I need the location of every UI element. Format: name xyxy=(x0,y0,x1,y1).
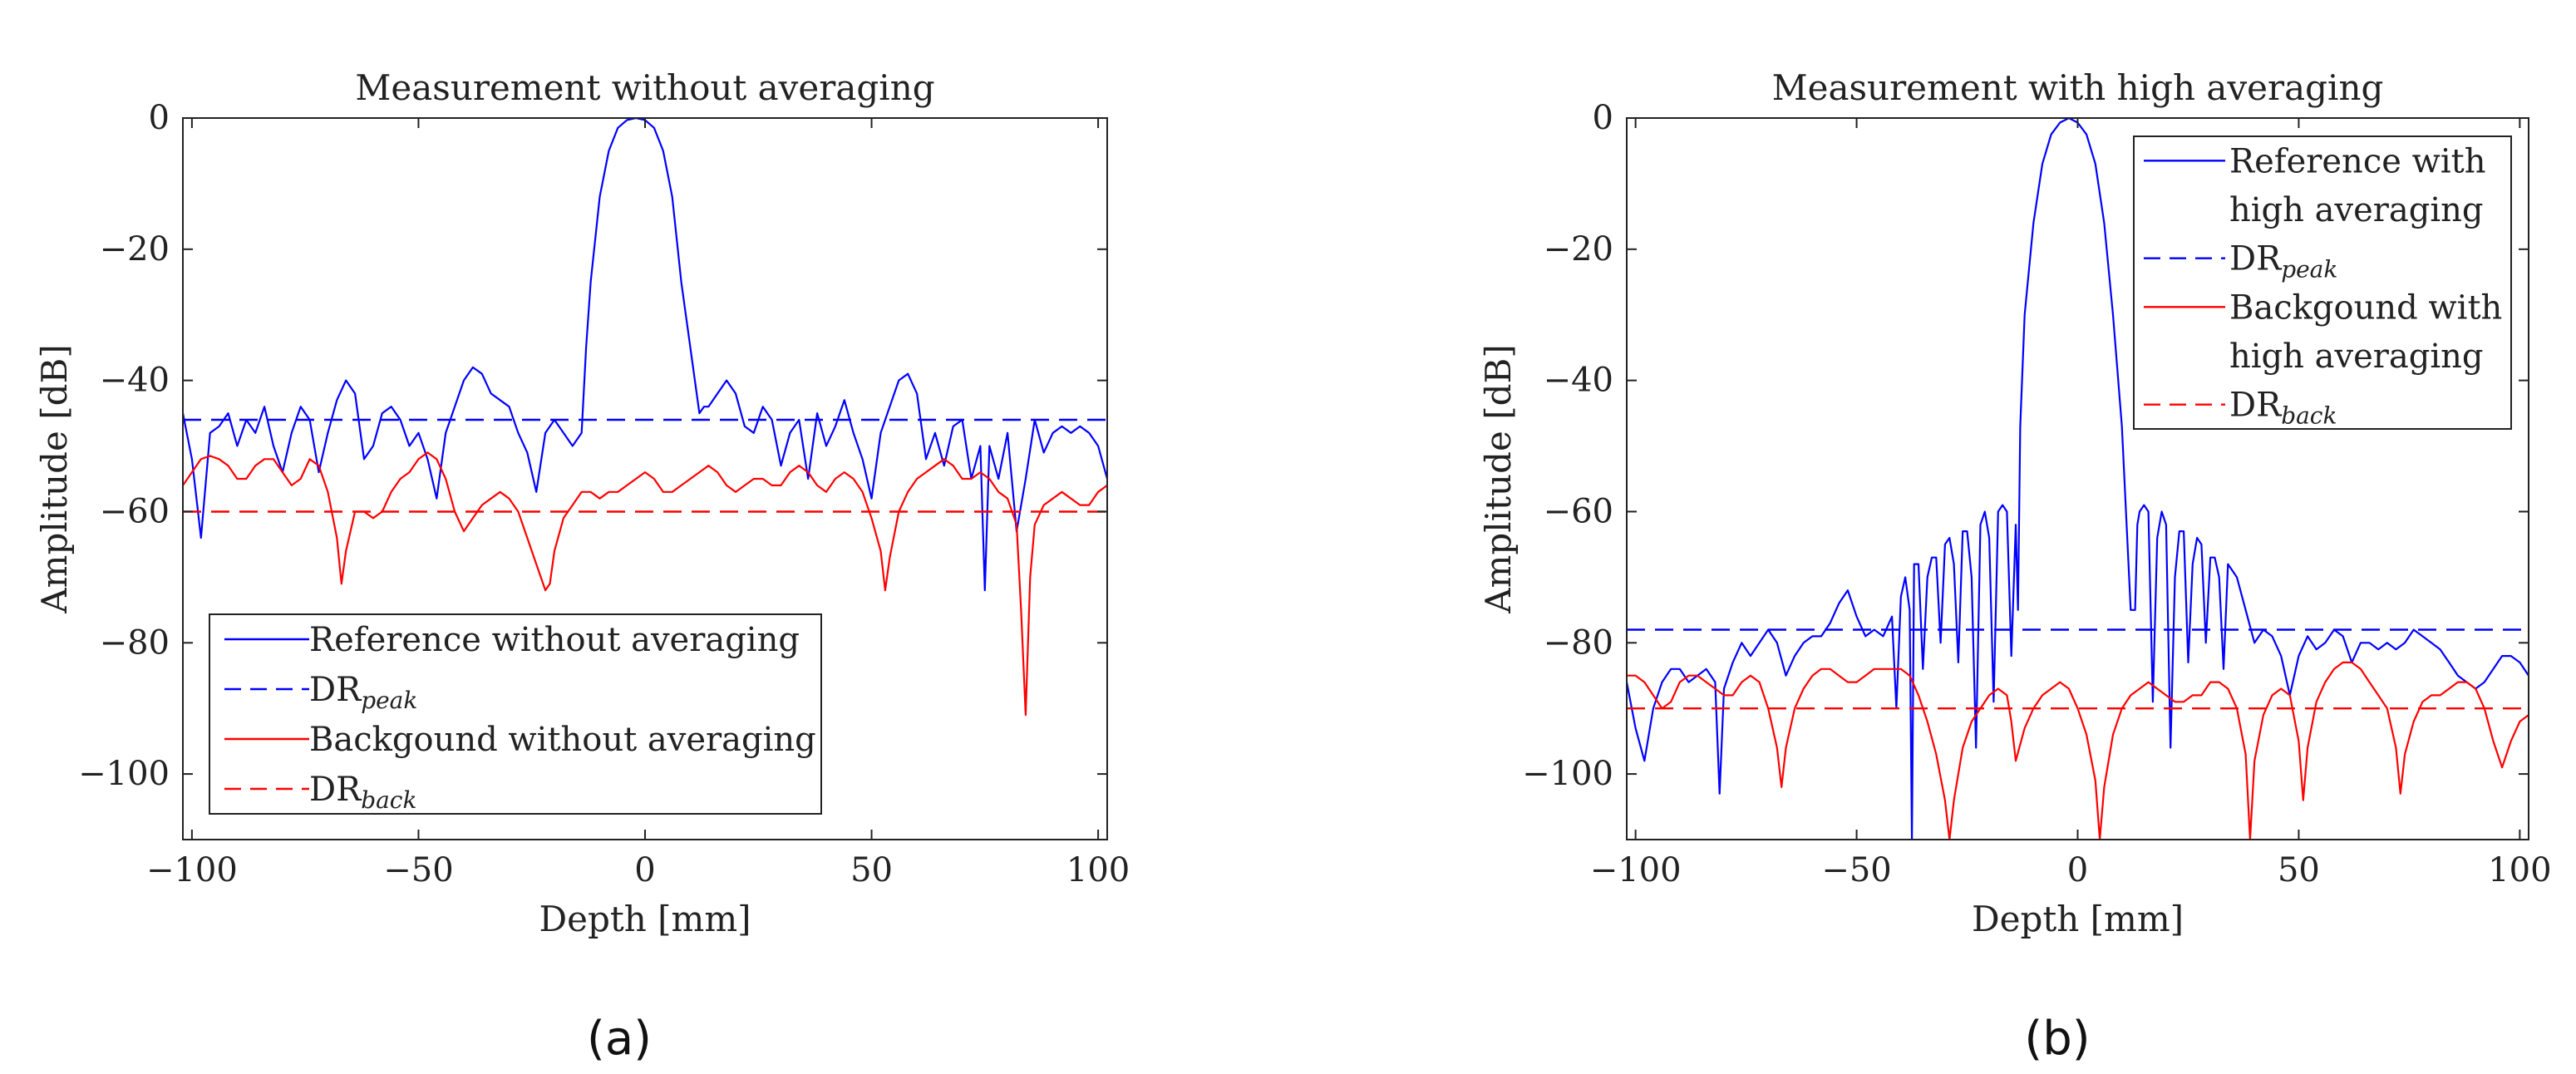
y-tick-label: −20 xyxy=(100,230,170,268)
y-tick-label: −100 xyxy=(1522,755,1613,793)
y-tick-label: −100 xyxy=(78,755,170,793)
series-group xyxy=(183,118,1107,717)
y-tick-label: −40 xyxy=(100,362,170,400)
legend-box xyxy=(2133,135,2512,430)
x-axis-label: Depth [mm] xyxy=(539,899,751,939)
chart-panel-a: −100 −50 0 50 100 0 −20 −40 −60 −80 −100 Measuremen… xyxy=(34,67,1130,1066)
x-tick-label: 50 xyxy=(850,851,893,889)
legend-label: Backgound with xyxy=(2229,288,2502,327)
y-tick-label: 0 xyxy=(149,99,170,137)
y-tick-label: −20 xyxy=(1544,230,1613,268)
x-tick-label: 50 xyxy=(2278,851,2320,889)
series-line-backgound-with-high-averaging xyxy=(1627,661,2529,840)
chart-title: Measurement without averaging xyxy=(355,67,934,108)
series-line-backgound-without-averaging xyxy=(183,451,1107,717)
y-axis-label: Amplitude [dB] xyxy=(34,344,75,613)
x-tick-label: 100 xyxy=(2488,851,2551,889)
legend-label-line2: high averaging xyxy=(2229,337,2484,376)
x-tick-label: −50 xyxy=(383,851,453,889)
y-tick-label: −80 xyxy=(1544,623,1613,662)
legend-label: Reference without averaging xyxy=(309,621,800,659)
x-tick-label: 0 xyxy=(2067,851,2088,889)
y-tick-label: 0 xyxy=(1593,99,1613,137)
x-tick-label: −100 xyxy=(1590,851,1682,889)
x-axis-label: Depth [mm] xyxy=(1972,899,2184,939)
series-group xyxy=(1627,118,2529,840)
y-tick-label: −60 xyxy=(1544,492,1613,530)
y-axis-label: Amplitude [dB] xyxy=(1478,344,1519,613)
y-tick-label: −80 xyxy=(100,623,170,662)
x-tick-label: −50 xyxy=(1821,851,1891,889)
series-line-reference-without-averaging xyxy=(183,118,1107,592)
legend-label: Reference with xyxy=(2229,142,2485,180)
x-tick-label: −100 xyxy=(146,851,238,889)
x-tick-label: 100 xyxy=(1066,851,1130,889)
legend-label: Backgound without averaging xyxy=(309,721,816,759)
panel-label: (b) xyxy=(2024,1012,2090,1066)
panel-label: (a) xyxy=(587,1012,652,1066)
y-tick-label: −40 xyxy=(1544,362,1613,400)
legend: Reference without averagingDRpeakBackgou… xyxy=(209,613,822,815)
chart-panel-b: −100 −50 0 50 100 0 −20 −40 −60 −80 −100 Measuremen… xyxy=(1478,67,2552,1066)
legend-label-line2: high averaging xyxy=(2229,191,2484,229)
y-tick-label: −60 xyxy=(100,492,170,530)
legend-box xyxy=(209,613,822,815)
chart-title: Measurement with high averaging xyxy=(1772,67,2384,108)
x-tick-label: 0 xyxy=(634,851,655,889)
